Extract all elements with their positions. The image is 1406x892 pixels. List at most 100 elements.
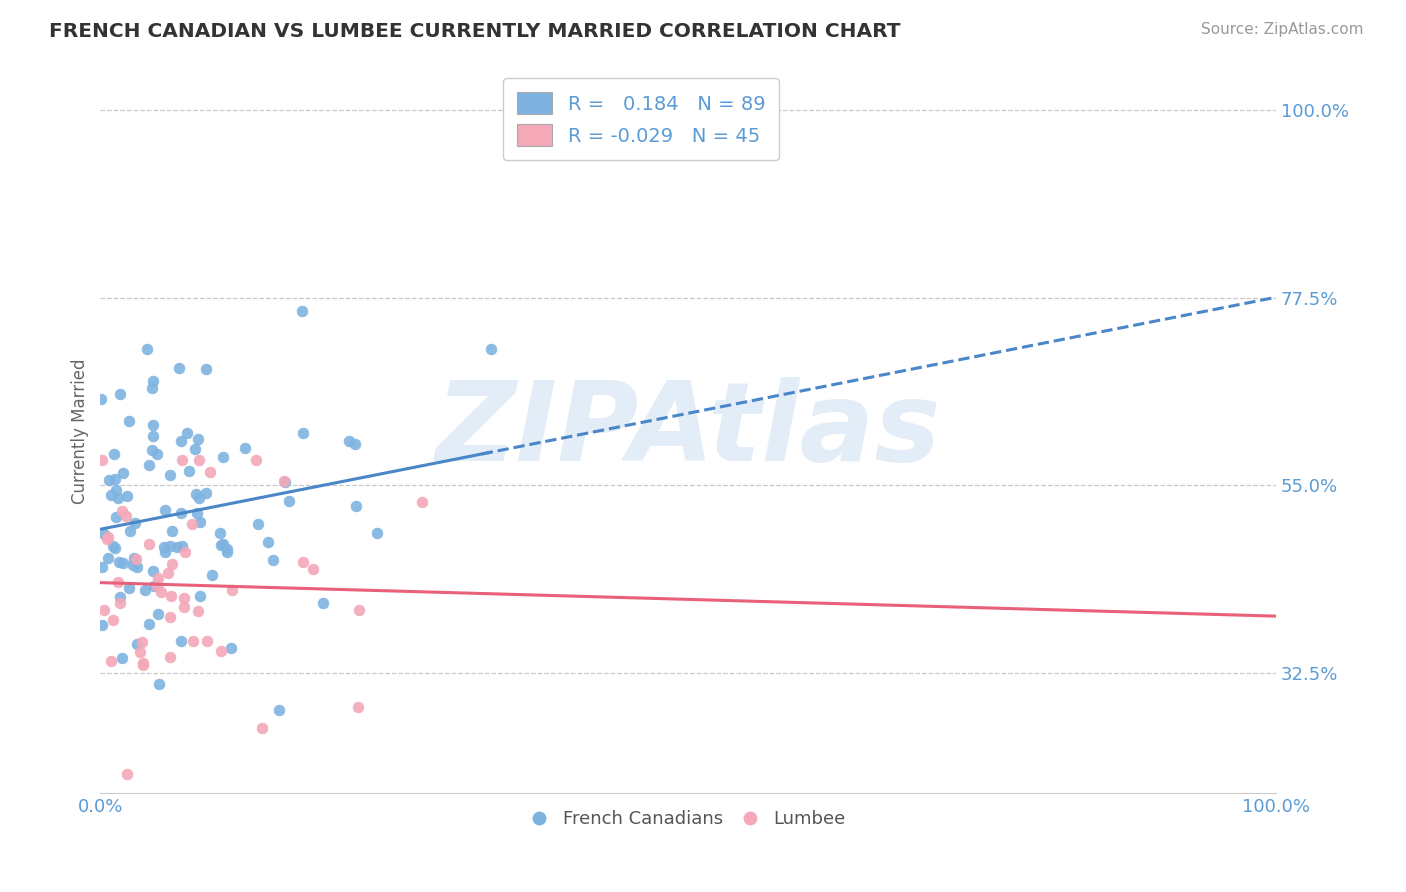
- Point: [129, 645, 152, 659]
- Point: [209, 644, 232, 658]
- Point: [148, 571, 170, 585]
- Point: [344, 436, 367, 450]
- Point: [209, 538, 232, 552]
- Point: [115, 508, 138, 523]
- Point: [187, 604, 209, 618]
- Point: [127, 559, 149, 574]
- Text: FRENCH CANADIAN VS LUMBEE CURRENTLY MARRIED CORRELATION CHART: FRENCH CANADIAN VS LUMBEE CURRENTLY MARR…: [49, 22, 901, 41]
- Point: [198, 466, 221, 480]
- Point: [97, 473, 120, 487]
- Point: [105, 510, 128, 524]
- Point: [233, 441, 256, 455]
- Point: [122, 551, 145, 566]
- Point: [101, 613, 124, 627]
- Point: [170, 633, 193, 648]
- Point: [93, 527, 115, 541]
- Point: [292, 426, 315, 441]
- Point: [269, 703, 291, 717]
- Point: [100, 488, 122, 502]
- Point: [142, 429, 165, 443]
- Point: [188, 589, 211, 603]
- Point: [120, 524, 142, 538]
- Point: [159, 649, 181, 664]
- Point: [134, 583, 156, 598]
- Point: [184, 487, 207, 501]
- Point: [366, 526, 388, 541]
- Point: [273, 474, 295, 488]
- Point: [337, 434, 360, 448]
- Point: [148, 607, 170, 622]
- Point: [159, 539, 181, 553]
- Point: [132, 656, 155, 670]
- Point: [125, 552, 148, 566]
- Point: [262, 552, 284, 566]
- Point: [146, 447, 169, 461]
- Point: [108, 590, 131, 604]
- Point: [153, 503, 176, 517]
- Point: [111, 504, 134, 518]
- Point: [115, 767, 138, 781]
- Point: [155, 544, 177, 558]
- Point: [104, 472, 127, 486]
- Point: [170, 539, 193, 553]
- Point: [173, 600, 195, 615]
- Point: [90, 392, 112, 407]
- Point: [170, 506, 193, 520]
- Point: [181, 634, 204, 648]
- Point: [176, 426, 198, 441]
- Point: [311, 597, 333, 611]
- Point: [107, 575, 129, 590]
- Point: [132, 657, 155, 672]
- Point: [117, 489, 139, 503]
- Point: [170, 434, 193, 448]
- Legend: French Canadians, Lumbee: French Canadians, Lumbee: [523, 803, 853, 835]
- Point: [101, 539, 124, 553]
- Point: [302, 562, 325, 576]
- Point: [125, 637, 148, 651]
- Point: [174, 544, 197, 558]
- Point: [347, 699, 370, 714]
- Point: [187, 491, 209, 505]
- Point: [136, 343, 159, 357]
- Point: [250, 721, 273, 735]
- Point: [195, 634, 218, 648]
- Point: [167, 360, 190, 375]
- Point: [97, 551, 120, 566]
- Point: [188, 515, 211, 529]
- Point: [153, 541, 176, 555]
- Point: [108, 386, 131, 401]
- Point: [159, 467, 181, 482]
- Point: [118, 581, 141, 595]
- Point: [149, 585, 172, 599]
- Y-axis label: Currently Married: Currently Married: [72, 359, 89, 504]
- Point: [208, 526, 231, 541]
- Point: [187, 453, 209, 467]
- Point: [159, 610, 181, 624]
- Point: [160, 524, 183, 538]
- Point: [184, 442, 207, 457]
- Point: [141, 381, 163, 395]
- Point: [212, 450, 235, 464]
- Point: [112, 467, 135, 481]
- Point: [138, 617, 160, 632]
- Point: [186, 506, 208, 520]
- Point: [347, 603, 370, 617]
- Point: [104, 483, 127, 498]
- Point: [159, 589, 181, 603]
- Point: [108, 555, 131, 569]
- Point: [257, 535, 280, 549]
- Point: [142, 374, 165, 388]
- Point: [292, 555, 315, 569]
- Point: [166, 540, 188, 554]
- Point: [111, 651, 134, 665]
- Text: Source: ZipAtlas.com: Source: ZipAtlas.com: [1201, 22, 1364, 37]
- Point: [142, 417, 165, 432]
- Point: [124, 516, 146, 531]
- Point: [148, 676, 170, 690]
- Point: [221, 582, 243, 597]
- Point: [131, 635, 153, 649]
- Point: [142, 564, 165, 578]
- Point: [111, 556, 134, 570]
- Point: [194, 486, 217, 500]
- Point: [141, 442, 163, 457]
